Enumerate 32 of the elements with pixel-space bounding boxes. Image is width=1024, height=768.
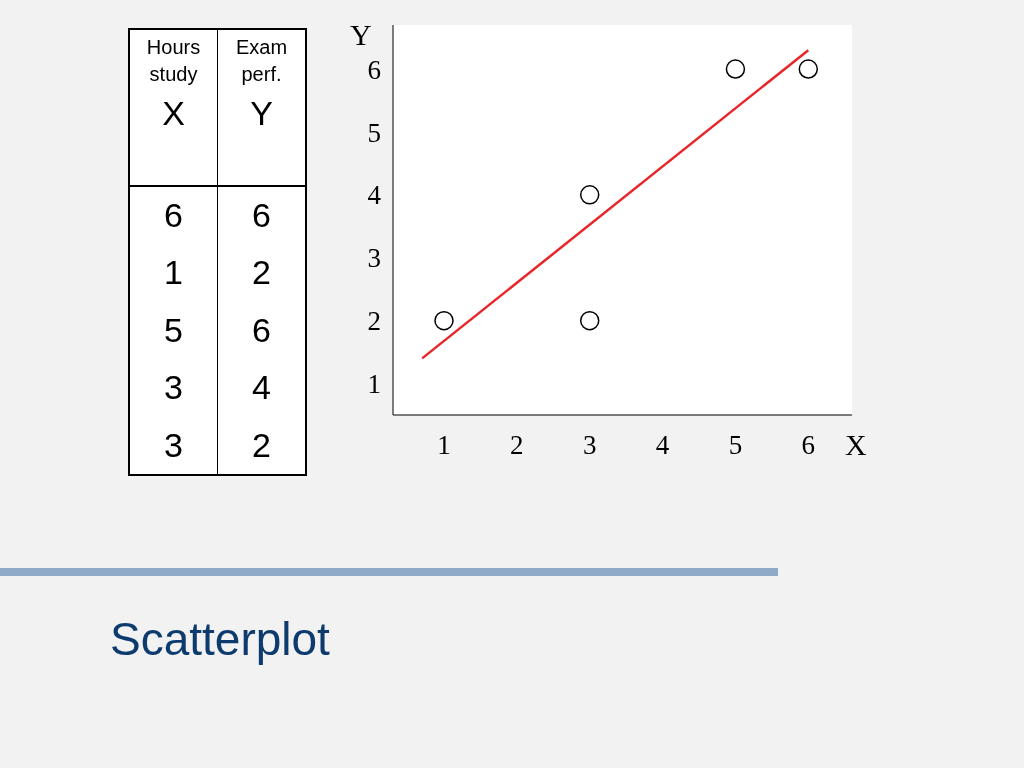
text: 2 [251,252,272,294]
point [798,59,819,79]
text: 6 [251,194,272,236]
y-tick-label: 5 [367,117,381,148]
text: Exam perf. [234,35,289,87]
text: 1 [129,244,218,302]
text: Scatterplot [110,612,330,666]
text: 4 [251,367,272,409]
text: X [161,94,186,133]
text: 6 [251,309,272,351]
point [579,310,600,331]
x-tick-label: 2 [510,430,524,461]
y-axis-title: Y [350,18,372,52]
x-tick-label: 5 [728,430,743,461]
x-tick-label: 4 [655,430,670,461]
point [579,185,600,205]
point [434,310,454,331]
text: 5 [129,301,218,359]
x-axis-title: X [845,428,867,462]
point [725,59,746,79]
y-tick-label: 4 [367,180,382,211]
y-tick-label: 3 [367,243,381,274]
text: Y [249,94,274,133]
x-tick-label: 1 [437,430,451,461]
y-tick-label: 2 [367,306,381,337]
y-tick-label: 6 [367,54,381,85]
text: 6 [129,185,218,245]
text: 3 [129,358,218,417]
x-tick-label: 6 [801,430,816,461]
y-tick-label: 1 [367,369,381,400]
x-tick-label: 3 [582,430,597,461]
text: Hours study [145,35,202,87]
